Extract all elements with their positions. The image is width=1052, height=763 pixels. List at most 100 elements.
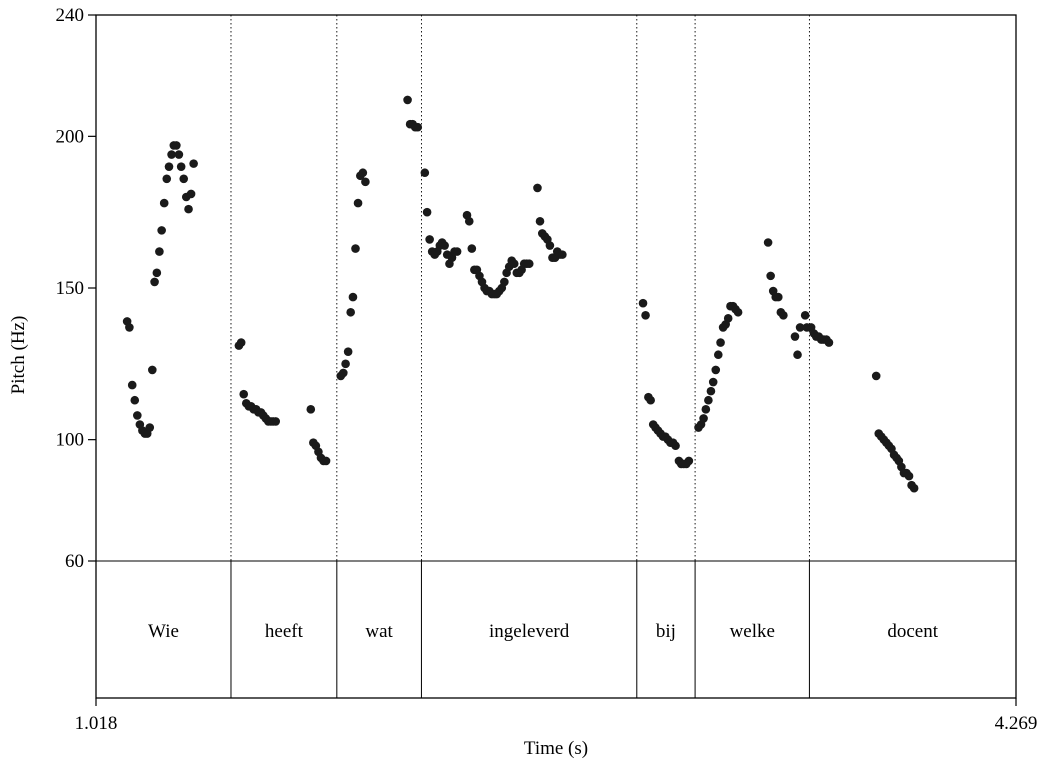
y-tick-label: 240 bbox=[56, 5, 85, 26]
pitch-point bbox=[800, 311, 810, 320]
word-label: heeft bbox=[265, 621, 304, 642]
x-tick-label: 4.269 bbox=[995, 713, 1038, 734]
word-label: ingeleverd bbox=[489, 621, 570, 642]
pitch-point bbox=[125, 323, 134, 332]
pitch-point bbox=[341, 359, 350, 369]
pitch-point bbox=[306, 405, 316, 414]
pitch-point bbox=[909, 483, 919, 493]
pitch-point bbox=[353, 198, 363, 208]
pitch-point bbox=[155, 247, 164, 256]
pitch-point bbox=[239, 389, 249, 399]
pitch-point bbox=[646, 395, 655, 405]
pitch-point bbox=[545, 241, 555, 250]
pitch-point bbox=[713, 350, 723, 360]
pitch-point bbox=[701, 405, 711, 414]
pitch-point bbox=[706, 386, 716, 396]
pitch-point bbox=[733, 307, 743, 317]
word-label: bij bbox=[656, 621, 676, 642]
pitch-point bbox=[500, 277, 509, 287]
pitch-point bbox=[157, 226, 166, 235]
pitch-point bbox=[133, 411, 142, 420]
pitch-point bbox=[172, 141, 181, 150]
pitch-point bbox=[793, 350, 802, 360]
pitch-point bbox=[452, 247, 462, 256]
pitch-point bbox=[524, 259, 534, 269]
pitch-point bbox=[150, 277, 159, 287]
pitch-point bbox=[148, 365, 157, 375]
pitch-point bbox=[358, 168, 368, 178]
word-tier: Wie heeft wat ingeleverd bij welke docent bbox=[148, 621, 939, 642]
pitch-point bbox=[422, 207, 432, 217]
word-label: Wie bbox=[148, 621, 179, 642]
word-boundaries bbox=[230, 15, 810, 698]
pitch-point bbox=[348, 292, 358, 302]
pitch-point bbox=[790, 332, 800, 341]
pitch-point bbox=[766, 271, 775, 281]
pitch-point bbox=[824, 338, 834, 347]
pitch-point bbox=[164, 162, 174, 171]
pitch-point bbox=[403, 95, 412, 105]
y-tick-label: 60 bbox=[65, 551, 84, 572]
y-tick-label: 100 bbox=[56, 430, 85, 451]
axes: 60 100 150 200 240 1.018 4.269 bbox=[56, 5, 1038, 734]
pitch-point bbox=[779, 311, 788, 320]
pitch-point bbox=[361, 177, 370, 187]
pitch-point bbox=[152, 268, 162, 278]
pitch-point bbox=[871, 371, 881, 381]
pitch-point bbox=[699, 414, 708, 423]
pitch-point bbox=[704, 395, 713, 405]
pitch-point bbox=[716, 338, 725, 347]
pitch-point bbox=[467, 244, 477, 253]
pitch-point bbox=[174, 150, 184, 159]
word-label: docent bbox=[887, 621, 938, 642]
pitch-point bbox=[711, 365, 721, 375]
plot-border bbox=[95, 14, 1017, 699]
pitch-point bbox=[763, 238, 773, 247]
pitch-point bbox=[176, 162, 186, 171]
pitch-point bbox=[339, 368, 348, 378]
plot-frame bbox=[95, 14, 1017, 699]
pitch-point bbox=[425, 235, 434, 244]
pitch-point bbox=[179, 174, 189, 184]
pitch-point bbox=[795, 323, 805, 332]
y-axis-title: Pitch (Hz) bbox=[8, 316, 29, 395]
y-tick-label: 200 bbox=[56, 126, 85, 147]
pitch-point bbox=[638, 298, 648, 308]
pitch-point bbox=[130, 395, 140, 405]
pitch-point bbox=[189, 159, 198, 168]
pitch-point bbox=[271, 417, 280, 426]
pitch-point bbox=[236, 338, 246, 347]
pitch-point bbox=[159, 198, 169, 208]
pitch-point bbox=[558, 250, 567, 259]
pitch-point bbox=[346, 307, 355, 317]
pitch-point bbox=[162, 174, 172, 184]
pitch-point bbox=[464, 216, 474, 226]
word-label: wat bbox=[365, 621, 393, 642]
pitch-point bbox=[509, 259, 519, 269]
pitch-point bbox=[167, 150, 176, 159]
x-axis-title: Time (s) bbox=[524, 738, 588, 759]
pitch-point bbox=[127, 380, 137, 390]
pitch-point bbox=[535, 216, 545, 226]
pitch-point bbox=[773, 292, 783, 302]
pitch-point bbox=[904, 471, 914, 481]
x-tick-label: 1.018 bbox=[75, 713, 118, 734]
pitch-point bbox=[321, 456, 331, 466]
pitch-point bbox=[351, 244, 360, 253]
pitch-point bbox=[708, 377, 718, 387]
pitch-points bbox=[122, 95, 919, 493]
pitch-point bbox=[533, 183, 542, 193]
pitch-point bbox=[186, 189, 196, 199]
pitch-point bbox=[145, 423, 155, 432]
pitch-point bbox=[723, 314, 733, 323]
word-label: welke bbox=[730, 621, 775, 642]
pitch-point bbox=[420, 168, 430, 178]
pitch-point bbox=[343, 347, 353, 357]
pitch-point bbox=[413, 122, 423, 132]
pitch-point bbox=[671, 441, 680, 451]
pitch-point bbox=[440, 241, 449, 250]
pitch-point bbox=[184, 204, 193, 214]
y-tick-label: 150 bbox=[56, 278, 85, 299]
pitch-point bbox=[684, 456, 694, 466]
